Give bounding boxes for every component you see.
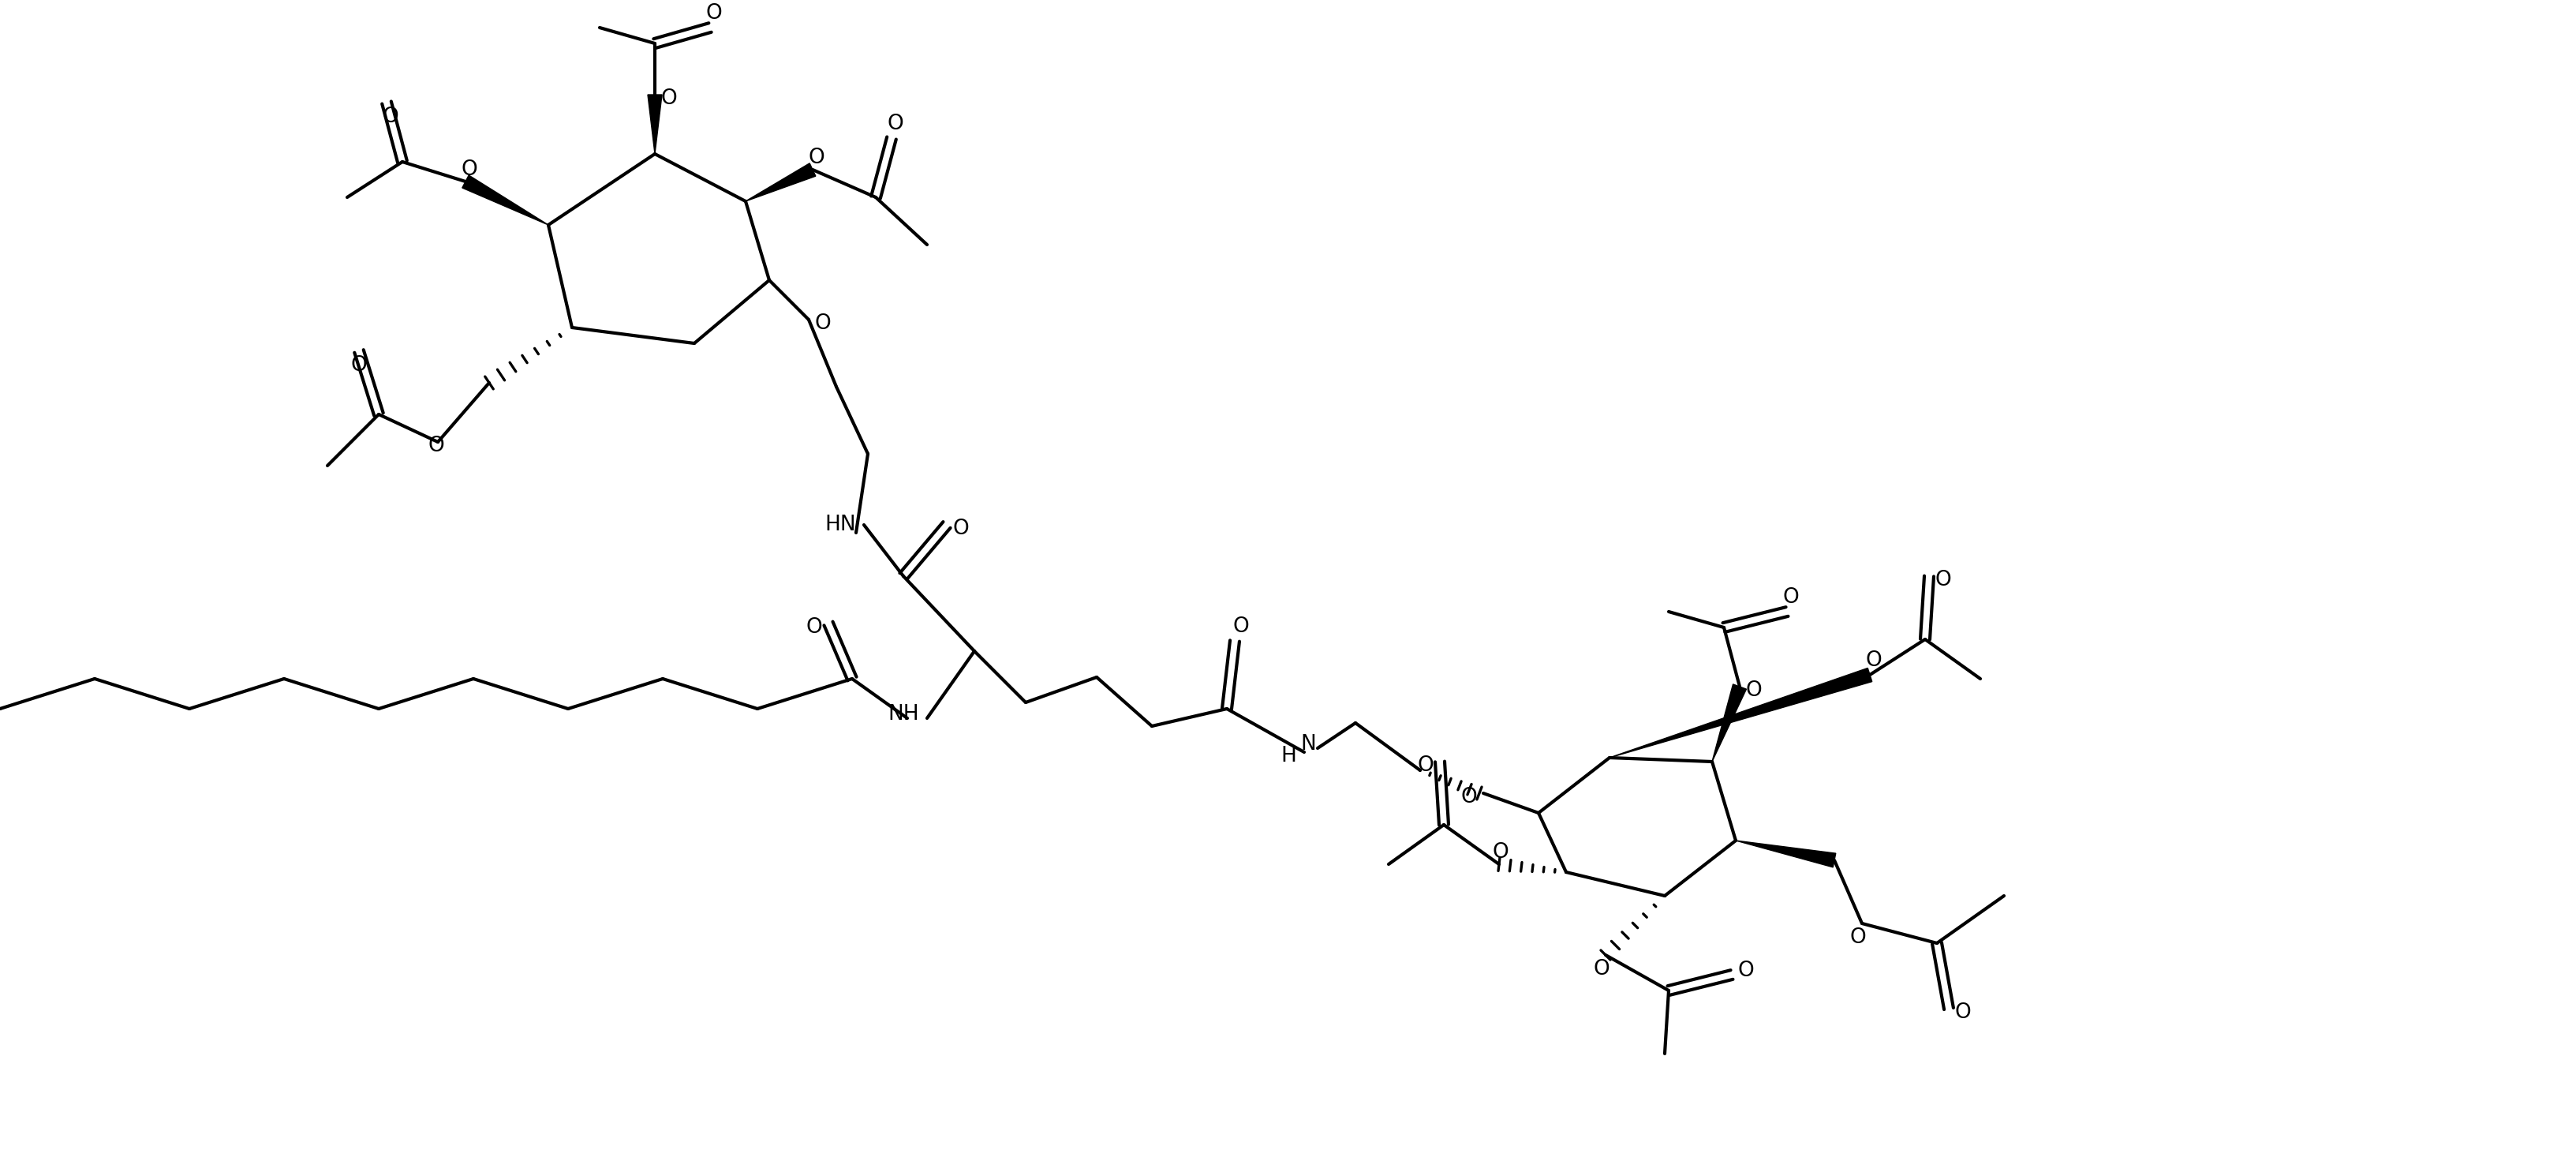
- Text: N: N: [1301, 734, 1316, 755]
- Text: O: O: [814, 313, 832, 334]
- Text: O: O: [659, 88, 677, 109]
- Text: O: O: [1492, 842, 1510, 863]
- Text: O: O: [809, 148, 824, 168]
- Text: O: O: [1783, 587, 1798, 608]
- Text: O: O: [1736, 961, 1754, 981]
- Polygon shape: [461, 175, 549, 225]
- Text: O: O: [706, 4, 721, 24]
- Text: O: O: [953, 519, 969, 539]
- Text: HN: HN: [824, 515, 855, 535]
- Text: O: O: [1850, 928, 1865, 948]
- Polygon shape: [647, 95, 662, 154]
- Text: H: H: [1280, 746, 1296, 767]
- Text: O: O: [1231, 616, 1249, 637]
- Text: O: O: [350, 355, 366, 375]
- Polygon shape: [1710, 684, 1747, 762]
- Polygon shape: [1736, 841, 1834, 867]
- Text: O: O: [461, 160, 477, 180]
- Text: O: O: [1865, 650, 1880, 670]
- Text: O: O: [381, 107, 399, 127]
- Text: O: O: [1592, 958, 1610, 980]
- Text: O: O: [886, 114, 904, 134]
- Text: O: O: [1955, 1002, 1971, 1023]
- Text: O: O: [1461, 787, 1476, 808]
- Text: O: O: [1417, 755, 1432, 776]
- Text: O: O: [1744, 681, 1762, 701]
- Text: O: O: [806, 617, 822, 637]
- Text: O: O: [1935, 570, 1950, 590]
- Text: NH: NH: [889, 704, 920, 724]
- Polygon shape: [744, 163, 817, 201]
- Text: O: O: [428, 435, 443, 456]
- Polygon shape: [1610, 668, 1870, 757]
